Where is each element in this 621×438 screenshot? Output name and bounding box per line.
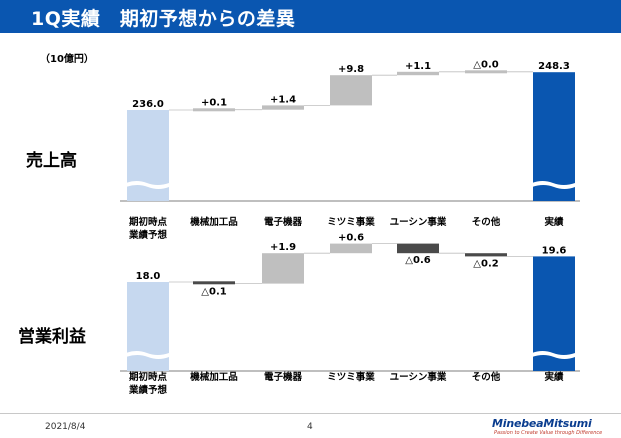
data-label: +1.1 xyxy=(405,61,431,72)
category-label: 期初時点 xyxy=(129,216,168,228)
category-label: 機械加工品 xyxy=(190,371,238,383)
footer-divider xyxy=(0,413,621,414)
category-label: ユーシン事業 xyxy=(390,371,447,383)
bar-delta xyxy=(465,70,507,74)
data-label: △0.6 xyxy=(405,255,430,266)
axis-break-wave xyxy=(532,181,575,189)
category-label: その他 xyxy=(472,216,501,228)
unit-label: （10億円） xyxy=(40,54,94,65)
category-label: 電子機器 xyxy=(264,371,303,383)
footer-date: 2021/8/4 xyxy=(45,422,86,432)
panel-title-operating-income: 営業利益 xyxy=(18,327,86,347)
logo-text: MinebeaMitsumi xyxy=(492,417,592,430)
axis-break-wave xyxy=(532,351,575,359)
axis-break-wave xyxy=(126,351,169,359)
category-label: ミツミ事業 xyxy=(327,371,375,383)
data-label: 248.3 xyxy=(538,61,570,72)
page-title: 1Q実績 期初予想からの差異 xyxy=(31,8,296,30)
category-label: 実績 xyxy=(544,371,564,383)
data-label: 18.0 xyxy=(136,271,161,282)
category-label: ユーシン事業 xyxy=(390,216,447,228)
data-label: +1.9 xyxy=(270,242,296,253)
bar-delta xyxy=(262,253,304,284)
header-bar: 1Q実績 期初予想からの差異 xyxy=(0,0,621,33)
data-label: +9.8 xyxy=(338,64,364,75)
category-label: 実績 xyxy=(544,216,564,228)
logo-tagline: Passion to Create Value through Differen… xyxy=(494,430,603,436)
data-label: +0.6 xyxy=(338,233,364,244)
category-label: ミツミ事業 xyxy=(327,216,375,228)
data-label: +0.1 xyxy=(201,97,227,108)
bar-delta xyxy=(330,75,372,106)
data-label: 19.6 xyxy=(542,245,567,256)
bar-delta xyxy=(397,71,439,76)
company-logo: MinebeaMitsumi Passion to Create Value t… xyxy=(492,417,610,437)
waterfall-charts: 236.0期初時点業績予想+0.1機械加工品+1.4電子機器+9.8ミツミ事業+… xyxy=(120,59,580,396)
bar-delta xyxy=(193,281,235,285)
bar-delta xyxy=(262,105,304,110)
data-label: 236.0 xyxy=(132,99,164,110)
bar-delta xyxy=(397,243,439,254)
bar-delta xyxy=(193,108,235,112)
category-label: 機械加工品 xyxy=(190,216,238,228)
page-number: 4 xyxy=(307,422,313,432)
bar-delta xyxy=(465,253,507,257)
data-label: +1.4 xyxy=(270,94,296,105)
category-label: 業績予想 xyxy=(128,384,168,396)
category-label: 電子機器 xyxy=(264,216,303,228)
category-label: その他 xyxy=(472,371,501,383)
data-label: △0.2 xyxy=(473,258,498,269)
bar-actual xyxy=(533,72,575,201)
panel-title-sales: 売上高 xyxy=(26,151,77,171)
data-label: △0.0 xyxy=(473,59,498,70)
category-label: 期初時点 xyxy=(129,371,168,383)
axis-break-wave xyxy=(126,181,169,189)
bar-delta xyxy=(330,243,372,254)
data-label: △0.1 xyxy=(201,286,226,297)
category-label: 業績予想 xyxy=(128,229,168,241)
